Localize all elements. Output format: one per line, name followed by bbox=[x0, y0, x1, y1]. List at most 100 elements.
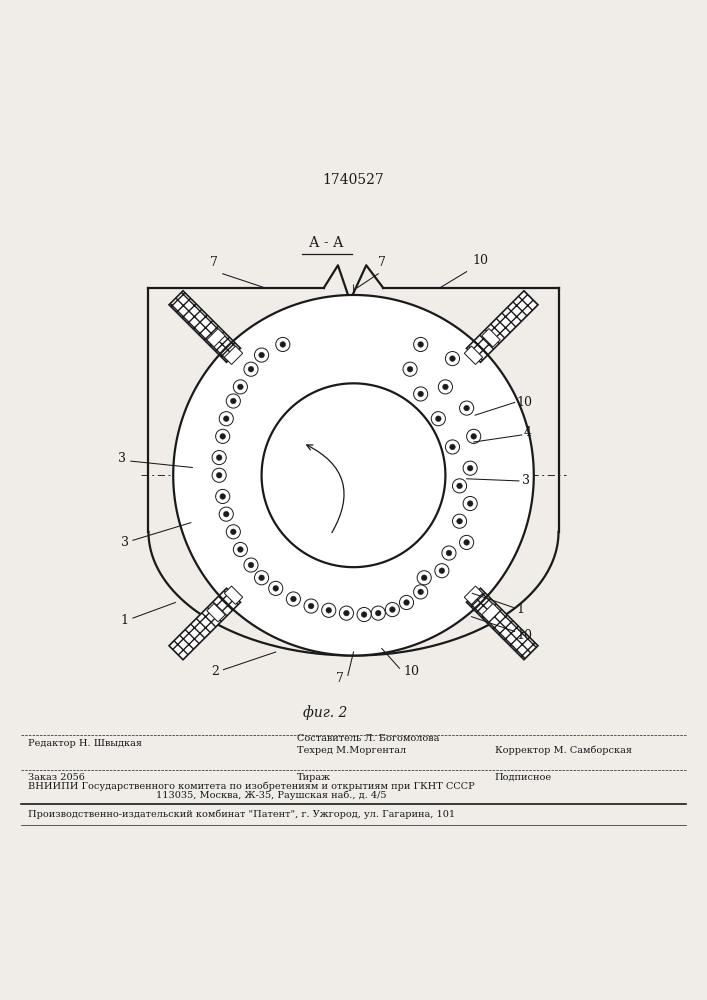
Text: 10: 10 bbox=[516, 396, 532, 409]
Text: А - А: А - А bbox=[310, 236, 344, 250]
Circle shape bbox=[220, 494, 226, 499]
Text: Редактор Н. Швыдкая: Редактор Н. Швыдкая bbox=[28, 739, 142, 748]
Circle shape bbox=[216, 472, 222, 478]
Polygon shape bbox=[224, 586, 243, 604]
Text: 1: 1 bbox=[516, 603, 524, 616]
Circle shape bbox=[244, 558, 258, 572]
Circle shape bbox=[467, 501, 473, 506]
Circle shape bbox=[375, 610, 381, 616]
Text: 7: 7 bbox=[209, 256, 218, 269]
Text: Подписное: Подписное bbox=[495, 773, 552, 782]
Circle shape bbox=[212, 451, 226, 465]
Circle shape bbox=[452, 479, 467, 493]
Polygon shape bbox=[207, 329, 226, 347]
Circle shape bbox=[308, 603, 314, 609]
Circle shape bbox=[220, 434, 226, 439]
Circle shape bbox=[438, 380, 452, 394]
Circle shape bbox=[230, 398, 236, 404]
Circle shape bbox=[216, 429, 230, 443]
Polygon shape bbox=[467, 291, 538, 362]
Circle shape bbox=[467, 429, 481, 443]
Text: 3: 3 bbox=[118, 452, 126, 465]
Circle shape bbox=[233, 542, 247, 557]
Circle shape bbox=[443, 384, 448, 390]
Circle shape bbox=[226, 525, 240, 539]
Circle shape bbox=[259, 352, 264, 358]
Circle shape bbox=[421, 575, 427, 581]
Circle shape bbox=[431, 412, 445, 426]
Circle shape bbox=[464, 405, 469, 411]
Text: Техред М.Моргентал: Техред М.Моргентал bbox=[297, 746, 406, 755]
Circle shape bbox=[286, 592, 300, 606]
Circle shape bbox=[450, 444, 455, 450]
Circle shape bbox=[450, 356, 455, 361]
Text: ВНИИПИ Государственного комитета по изобретениям и открытиям при ГКНТ СССР: ВНИИПИ Государственного комитета по изоб… bbox=[28, 782, 475, 791]
Circle shape bbox=[463, 461, 477, 475]
Polygon shape bbox=[169, 291, 240, 362]
Text: Заказ 2056: Заказ 2056 bbox=[28, 773, 85, 782]
Circle shape bbox=[471, 434, 477, 439]
Circle shape bbox=[219, 507, 233, 521]
Polygon shape bbox=[464, 586, 483, 604]
Circle shape bbox=[223, 416, 229, 422]
Text: фиг. 2: фиг. 2 bbox=[303, 705, 347, 720]
Circle shape bbox=[467, 465, 473, 471]
Circle shape bbox=[269, 581, 283, 595]
Circle shape bbox=[226, 394, 240, 408]
Circle shape bbox=[344, 610, 349, 616]
Text: 7: 7 bbox=[378, 256, 386, 269]
Circle shape bbox=[385, 603, 399, 617]
Circle shape bbox=[407, 366, 413, 372]
Circle shape bbox=[216, 489, 230, 504]
Circle shape bbox=[280, 342, 286, 347]
Text: Производственно-издательский комбинат "Патент", г. Ужгород, ул. Гагарина, 101: Производственно-издательский комбинат "П… bbox=[28, 809, 455, 819]
Circle shape bbox=[457, 483, 462, 489]
Circle shape bbox=[446, 550, 452, 556]
Circle shape bbox=[212, 468, 226, 482]
Circle shape bbox=[357, 607, 371, 622]
Circle shape bbox=[414, 337, 428, 352]
Circle shape bbox=[457, 518, 462, 524]
Circle shape bbox=[304, 599, 318, 613]
Circle shape bbox=[223, 511, 229, 517]
Circle shape bbox=[418, 342, 423, 347]
Text: 7: 7 bbox=[337, 672, 344, 685]
Circle shape bbox=[219, 412, 233, 426]
Polygon shape bbox=[464, 346, 483, 364]
Circle shape bbox=[322, 603, 336, 617]
Circle shape bbox=[399, 595, 414, 610]
Text: 2: 2 bbox=[211, 665, 219, 678]
Polygon shape bbox=[207, 604, 226, 622]
Circle shape bbox=[259, 575, 264, 581]
Text: 4: 4 bbox=[523, 426, 531, 439]
Circle shape bbox=[238, 384, 243, 390]
Polygon shape bbox=[481, 604, 500, 622]
PathPatch shape bbox=[173, 295, 534, 656]
Circle shape bbox=[439, 568, 445, 574]
Circle shape bbox=[255, 571, 269, 585]
Circle shape bbox=[238, 547, 243, 552]
Text: 3: 3 bbox=[121, 536, 129, 549]
Text: 10: 10 bbox=[472, 254, 489, 267]
Polygon shape bbox=[169, 588, 240, 660]
Polygon shape bbox=[173, 295, 534, 656]
Polygon shape bbox=[262, 383, 445, 567]
Circle shape bbox=[418, 589, 423, 595]
Circle shape bbox=[248, 366, 254, 372]
Text: 10: 10 bbox=[403, 665, 419, 678]
Circle shape bbox=[233, 380, 247, 394]
Circle shape bbox=[339, 606, 354, 620]
Circle shape bbox=[248, 562, 254, 568]
Circle shape bbox=[460, 401, 474, 415]
Polygon shape bbox=[481, 329, 500, 347]
Circle shape bbox=[445, 352, 460, 366]
Text: Корректор М. Самборская: Корректор М. Самборская bbox=[495, 746, 632, 755]
Circle shape bbox=[464, 540, 469, 545]
Text: Тираж: Тираж bbox=[297, 773, 331, 782]
Circle shape bbox=[445, 440, 460, 454]
Circle shape bbox=[414, 387, 428, 401]
Circle shape bbox=[414, 585, 428, 599]
Circle shape bbox=[417, 571, 431, 585]
Text: 1740527: 1740527 bbox=[322, 173, 385, 187]
Circle shape bbox=[452, 514, 467, 528]
